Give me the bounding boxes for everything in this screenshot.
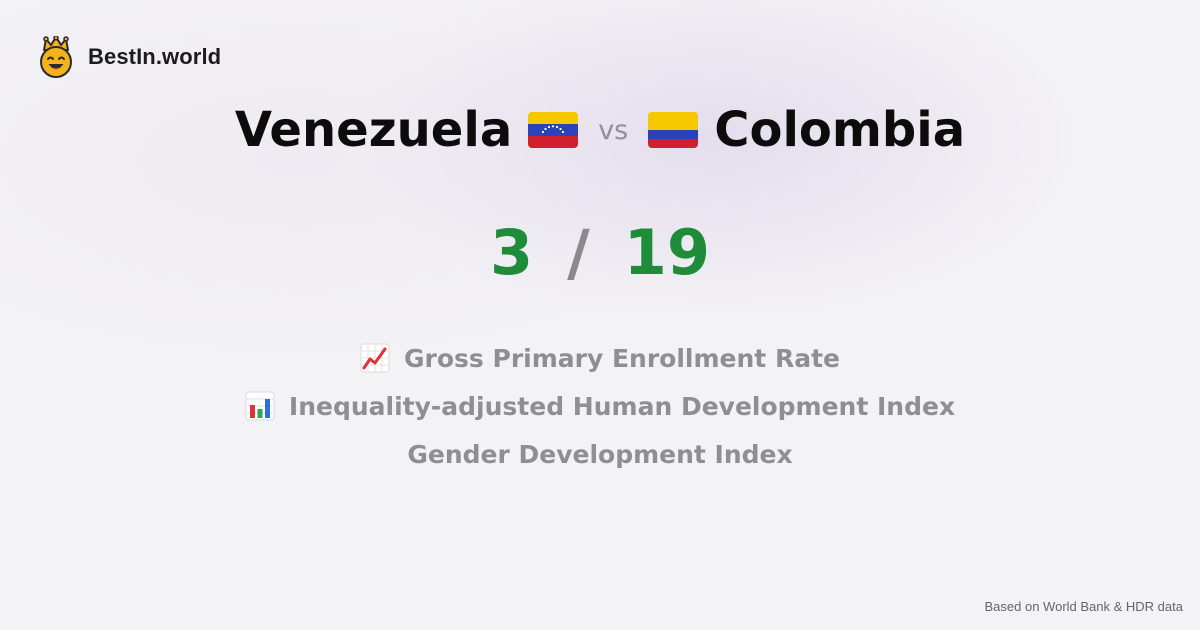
bar-chart-icon (245, 391, 275, 421)
score-display: 3 / 19 (0, 222, 1200, 284)
brand-name: BestIn.world (88, 44, 222, 69)
chart-increasing-icon (360, 343, 390, 373)
flag-venezuela-icon (528, 112, 579, 148)
list-item: Gross Primary Enrollment Rate (360, 340, 840, 376)
metric-label: Gender Development Index (407, 439, 793, 469)
vs-label: vs (598, 114, 629, 146)
flag-colombia-icon (648, 112, 699, 148)
score-separator: / (567, 216, 590, 289)
metric-label: Inequality-adjusted Human Development In… (288, 391, 956, 421)
brand-logo[interactable]: BestIn.world (38, 36, 221, 78)
list-item: Inequality-adjusted Human Development In… (245, 388, 955, 424)
metrics-list: Gross Primary Enrollment Rate Inequality… (0, 340, 1200, 472)
list-item: Gender Development Index (407, 436, 792, 472)
right-score: 19 (623, 216, 711, 289)
crowned-smiley-icon (38, 36, 74, 78)
data-source-note: Based on World Bank & HDR data (984, 599, 1183, 614)
metric-label: Gross Primary Enrollment Rate (404, 343, 840, 373)
left-country-name: Venezuela (234, 102, 513, 158)
left-score: 3 (489, 216, 534, 289)
comparison-title: Venezuela vs (0, 106, 1200, 154)
right-country-name: Colombia (714, 102, 966, 158)
